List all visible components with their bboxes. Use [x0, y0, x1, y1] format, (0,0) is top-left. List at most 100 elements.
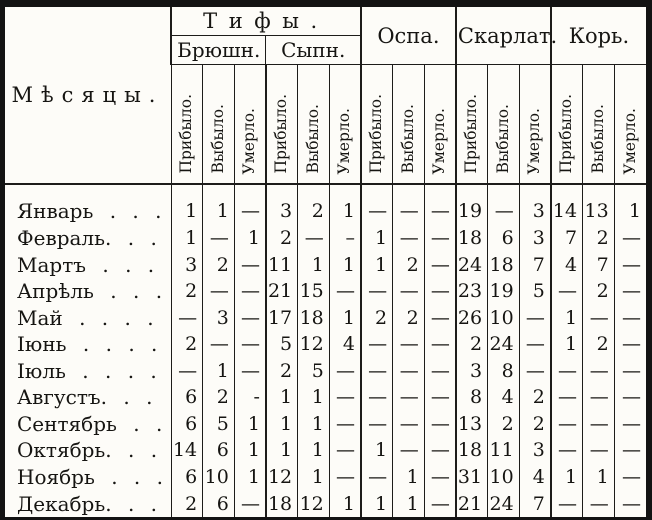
stat-value: —	[423, 277, 456, 305]
measure-header-vybylo: Выбыло.	[202, 64, 235, 184]
stat-value: 4	[518, 463, 551, 491]
measure-header-label: Умерло.	[620, 107, 639, 174]
stat-value: —	[170, 357, 203, 385]
measure-header-umerlo: Умерло.	[423, 64, 456, 184]
stat-value: —	[392, 277, 425, 305]
measure-header-pribylo: Прибыло.	[359, 64, 393, 184]
stat-value: 8	[454, 384, 488, 411]
stat-value: —	[392, 437, 425, 464]
stat-value: —	[328, 463, 361, 491]
stat-value: 2	[264, 224, 298, 252]
stat-value: 18	[454, 437, 488, 464]
measure-header-label: Прибыло.	[462, 94, 481, 174]
stat-value: —	[582, 437, 615, 464]
stat-value: 1	[297, 463, 330, 491]
stat-value: 13	[582, 184, 615, 225]
stat-value: 10	[487, 463, 520, 491]
stat-value: —	[233, 490, 266, 517]
stat-value: 7	[549, 224, 583, 252]
stat-value: 4	[549, 251, 583, 278]
stat-value: —	[423, 184, 456, 225]
stat-value: 6	[170, 410, 203, 438]
month-label: Августъ. . .	[5, 384, 172, 411]
stat-value: 11	[487, 437, 520, 464]
measure-header-row: Прибыло. Выбыло. Умерло. Прибыло. Выбыло. Уме…	[5, 64, 646, 184]
table-row: Августъ. . . 6 2-1 1— — — —8 4 2— — —	[5, 384, 646, 411]
stat-value: —	[233, 251, 266, 278]
stat-value: —	[423, 224, 456, 252]
measure-header-label: Умерло.	[335, 107, 354, 174]
stat-value: —	[613, 410, 646, 438]
measure-header-pribylo: Прибыло.	[264, 64, 298, 184]
measure-header-pribylo: Прибыло.	[454, 64, 488, 184]
month-label: Іюнь . . . .	[5, 331, 172, 358]
stat-value: —	[518, 304, 551, 332]
stat-value: —	[202, 331, 235, 358]
stat-value: 2	[392, 251, 425, 278]
stat-value: 7	[518, 490, 551, 517]
stat-value: 6	[202, 490, 235, 517]
stat-value: —	[359, 184, 393, 225]
stat-value: 2	[264, 357, 298, 385]
stat-value: 7	[518, 251, 551, 278]
month-label: Май . . . .	[5, 304, 172, 332]
stat-value: 17	[264, 304, 298, 332]
stat-value: 1	[170, 184, 203, 225]
stat-value: —	[423, 463, 456, 491]
stat-value: —	[423, 357, 456, 385]
stat-value: 3	[518, 184, 551, 225]
stat-value: —	[359, 384, 393, 411]
stat-value: 1	[359, 224, 393, 252]
stat-value: 2	[170, 331, 203, 358]
stat-value: 1	[359, 251, 393, 278]
month-label: Ноябрь . . .	[5, 463, 172, 491]
stat-value: 1	[392, 490, 425, 517]
stat-value: 3	[170, 251, 203, 278]
stat-value: —	[233, 304, 266, 332]
stat-value: 1	[328, 304, 361, 332]
measure-header-pribylo: Прибыло.	[170, 64, 203, 184]
stat-value: 12	[297, 490, 330, 517]
stat-value: 1	[359, 437, 393, 464]
month-label: Апрѣль . . .	[5, 277, 172, 305]
stat-value: 19	[454, 184, 488, 225]
stat-value: 6	[170, 384, 203, 411]
stat-value: —	[549, 410, 583, 438]
stat-value: 1	[392, 463, 425, 491]
stat-value: 2	[518, 384, 551, 411]
stat-value: 24	[487, 331, 520, 358]
stat-value: 1	[264, 410, 298, 438]
stat-value: 2	[454, 331, 488, 358]
measure-header-label: Умерло.	[525, 107, 544, 174]
stat-value: 21	[454, 490, 488, 517]
stat-value: 18	[454, 224, 488, 252]
stat-value: —	[613, 384, 646, 411]
stat-value: 24	[487, 490, 520, 517]
stat-value: —	[328, 384, 361, 411]
stat-value: —	[170, 304, 203, 332]
stat-value: —	[423, 384, 456, 411]
stat-value: 2	[582, 331, 615, 358]
measure-header-label: Выбыло.	[588, 104, 607, 174]
stat-value: —	[328, 277, 361, 305]
stat-value: 18	[487, 251, 520, 278]
stat-value: —	[359, 410, 393, 438]
stat-value: —	[613, 251, 646, 278]
stat-value: 5	[202, 410, 235, 438]
stat-value: 2	[582, 224, 615, 252]
stat-value: 10	[487, 304, 520, 332]
month-label: Октябрь. . .	[5, 437, 172, 464]
stat-value: —	[613, 437, 646, 464]
stat-value: —	[392, 357, 425, 385]
stat-value: —	[392, 410, 425, 438]
measure-header-label: Прибыло.	[272, 94, 291, 174]
stat-value: 5	[264, 331, 298, 358]
stat-value: 2	[359, 304, 393, 332]
disease-monthly-stats-table: Мѣсяцы. Тифы. Оспа. Скарлат. Корь. Брюшн…	[5, 7, 646, 517]
subgroup-header-abdominal-typhus: Брюшн.	[170, 35, 266, 65]
table-row: Октябрь. . . 14 6 1 1 1—1— —18 11 3— — —	[5, 437, 646, 464]
stat-value: —	[359, 331, 393, 358]
stat-value: —	[518, 331, 551, 358]
measure-header-label: Выбыло.	[398, 104, 417, 174]
